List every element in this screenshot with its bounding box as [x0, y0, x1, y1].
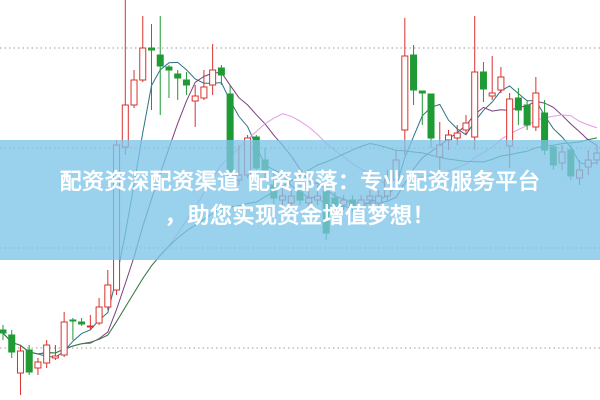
candle-down — [523, 104, 531, 126]
candle-up — [488, 92, 496, 97]
headline-line-1: 配资资深配资渠道 配资部落：专业配资服务平台 — [59, 170, 541, 195]
candle-up — [497, 76, 505, 91]
candle-up — [34, 361, 42, 369]
candle-down — [514, 97, 522, 111]
candle-down — [217, 67, 225, 76]
candle-down — [148, 47, 155, 51]
candle-up — [506, 98, 514, 147]
candle-up — [200, 86, 208, 99]
candle-down — [0, 329, 7, 334]
candle-up — [462, 122, 470, 131]
candle-up — [43, 344, 51, 364]
candle-down — [418, 90, 426, 94]
candle-down — [165, 66, 173, 71]
candle-up — [471, 71, 479, 138]
candle-down — [410, 54, 418, 91]
candle-down — [156, 54, 164, 67]
candle-up — [86, 325, 94, 328]
candle-up — [191, 95, 199, 102]
candle-down — [8, 334, 16, 353]
candle-up — [209, 69, 217, 86]
candle-down — [427, 93, 435, 139]
candle-down — [479, 71, 487, 90]
candle-down — [174, 73, 182, 79]
candle-up — [401, 55, 409, 131]
candle-up — [453, 132, 461, 139]
candle-down — [69, 319, 77, 322]
candle-up — [95, 306, 103, 324]
headline-banner: 配资资深配资渠道 配资部落：专业配资服务平台 ，助您实现资金增值梦想！ — [0, 140, 600, 260]
candle-up — [60, 321, 68, 356]
candle-up — [51, 355, 59, 359]
candle-up — [139, 47, 147, 81]
candle-up — [130, 79, 138, 106]
headline-line-2: ，助您实现资金增值梦想！ — [164, 204, 435, 229]
candle-down — [182, 79, 190, 86]
candle-up — [532, 92, 540, 128]
candle-down — [78, 321, 86, 325]
candle-up — [16, 350, 24, 374]
candle-up — [104, 284, 112, 308]
candle-down — [25, 349, 33, 373]
